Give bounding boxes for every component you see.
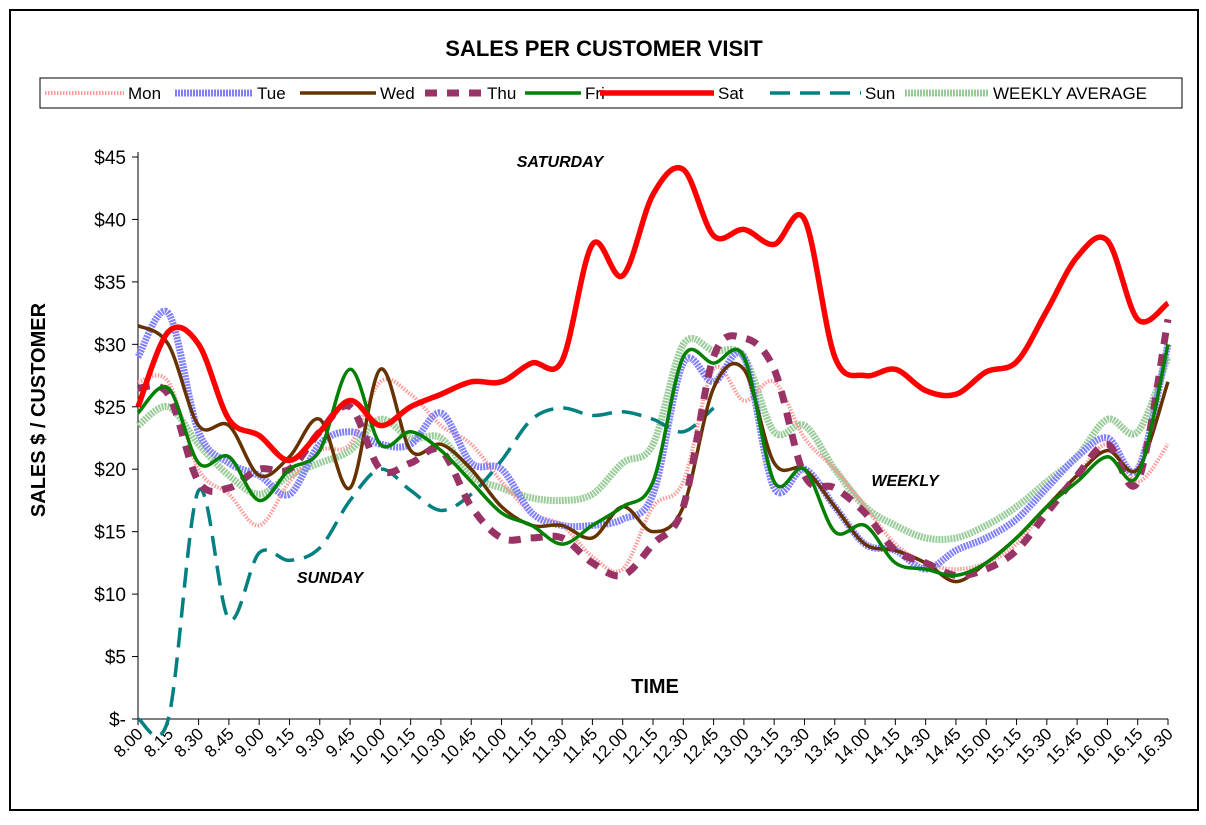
legend-label: Mon — [128, 84, 161, 103]
series-line — [135, 334, 1172, 543]
chart-frame — [9, 9, 1199, 811]
y-tick-label: $- — [109, 710, 126, 731]
legend-label: Sun — [865, 84, 895, 103]
y-tick-label: $30 — [94, 335, 126, 356]
y-tick-label: $25 — [94, 398, 126, 419]
y-axis-label: SALES $ / CUSTOMER — [28, 302, 50, 517]
y-tick-label: $40 — [94, 210, 126, 231]
legend-label: Wed — [380, 84, 415, 103]
legend-label: Thu — [487, 84, 516, 103]
series-line — [137, 406, 715, 738]
x-axis-label: TIME — [631, 676, 679, 698]
annotation: SATURDAY — [517, 154, 605, 171]
y-tick-label: $35 — [94, 273, 126, 294]
y-tick-label: $45 — [94, 148, 126, 169]
annotation: WEEKLY — [871, 473, 940, 490]
legend-label: Tue — [257, 84, 286, 103]
y-tick-label: $15 — [94, 523, 126, 544]
legend-label: Sat — [718, 84, 744, 103]
y-tick-label: $10 — [94, 585, 126, 606]
series-line — [136, 343, 1170, 578]
series-line — [135, 165, 1170, 464]
legend-label: Fri — [585, 84, 605, 103]
legend-label: WEEKLY AVERAGE — [993, 84, 1147, 103]
y-tick-label: $20 — [94, 460, 126, 481]
series-line — [134, 307, 1172, 573]
annotation: SUNDAY — [297, 570, 365, 587]
y-tick-label: $5 — [105, 648, 126, 669]
chart-title: SALES PER CUSTOMER VISIT — [445, 36, 763, 61]
